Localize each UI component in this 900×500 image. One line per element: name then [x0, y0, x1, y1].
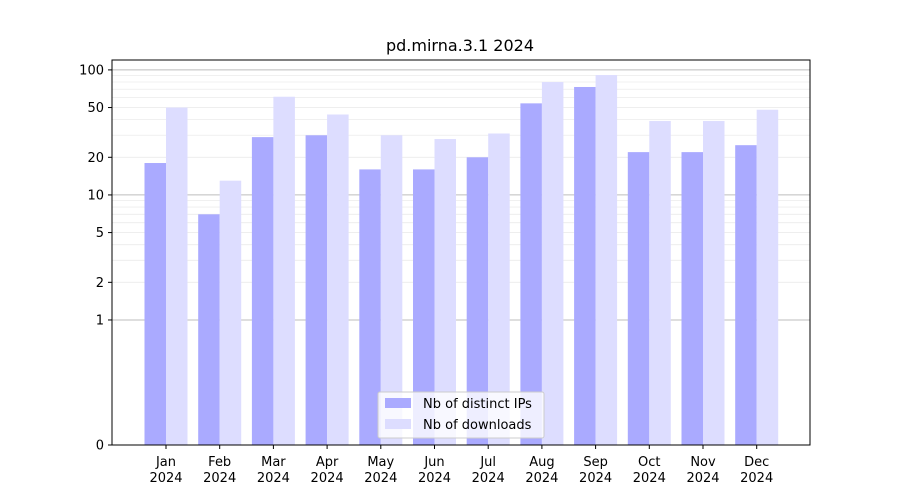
- x-tick-label-month: Feb: [208, 455, 231, 470]
- x-tick-label-year: 2024: [311, 471, 344, 486]
- legend-swatch-downloads: [385, 419, 411, 429]
- y-tick-label: 10: [87, 188, 104, 203]
- bar-downloads: [434, 139, 456, 445]
- x-tick-label-year: 2024: [579, 471, 612, 486]
- bar-ips: [413, 169, 435, 445]
- x-tick-label-month: Aug: [529, 455, 554, 470]
- y-tick-label: 5: [96, 226, 104, 241]
- bar-downloads: [756, 109, 779, 445]
- x-tick-label-year: 2024: [203, 471, 236, 486]
- x-tick-label-year: 2024: [364, 471, 397, 486]
- bar-downloads: [273, 96, 295, 445]
- x-tick-label-year: 2024: [633, 471, 666, 486]
- x-tick-label-month: Jun: [423, 455, 444, 470]
- x-tick-label-year: 2024: [418, 471, 451, 486]
- bar-ips: [466, 157, 489, 445]
- legend-label-downloads: Nb of downloads: [423, 418, 532, 433]
- x-tick-label-month: Dec: [744, 455, 769, 470]
- x-tick-label-year: 2024: [686, 471, 719, 486]
- chart-title: pd.mirna.3.1 2024: [386, 36, 534, 55]
- bar-downloads: [166, 107, 188, 446]
- plot-frame: [111, 59, 811, 446]
- y-tick-label: 20: [87, 151, 104, 166]
- bar-ips: [520, 103, 542, 446]
- bar-ips: [251, 137, 274, 445]
- y-tick-label: 0: [96, 439, 104, 454]
- bar-ips: [574, 86, 596, 445]
- bars-layer: [144, 75, 779, 446]
- bar-downloads: [327, 114, 349, 445]
- x-tick-label-month: Jul: [479, 455, 496, 470]
- y-tick-label: 2: [96, 276, 104, 291]
- bar-downloads: [541, 82, 564, 445]
- x-tick-label-year: 2024: [257, 471, 290, 486]
- legend: Nb of distinct IPs Nb of downloads: [377, 391, 545, 439]
- bar-ips: [305, 135, 328, 445]
- bar-downloads: [380, 135, 403, 445]
- bar-downloads: [649, 121, 671, 446]
- x-tick-label-year: 2024: [525, 471, 558, 486]
- legend-swatch-ips: [385, 398, 411, 408]
- bar-ips: [359, 169, 381, 445]
- x-tick-label-year: 2024: [472, 471, 505, 486]
- y-tick-label: 100: [79, 63, 104, 78]
- x-axis: Jan2024Feb2024Mar2024Apr2024May2024Jun20…: [149, 445, 773, 486]
- x-tick-label-month: Mar: [261, 455, 286, 470]
- x-tick-label-year: 2024: [149, 471, 182, 486]
- bar-ips: [144, 163, 166, 445]
- bar-ips: [681, 152, 703, 445]
- legend-box: [377, 391, 545, 439]
- bar-ips: [198, 214, 220, 445]
- x-tick-label-month: Nov: [690, 455, 716, 470]
- y-axis: 0 1 2 5 10 20 50 100: [79, 63, 112, 454]
- legend-label-ips: Nb of distinct IPs: [423, 397, 532, 412]
- bar-downloads: [703, 121, 725, 446]
- x-tick-label-month: Apr: [316, 455, 339, 470]
- bar-ips: [735, 145, 757, 445]
- x-tick-label-year: 2024: [740, 471, 773, 486]
- x-tick-label-month: Sep: [583, 455, 608, 470]
- x-tick-label-month: Oct: [638, 455, 660, 470]
- y-tick-label: 1: [96, 313, 104, 328]
- bar-downloads: [488, 133, 510, 445]
- bar-ips: [627, 152, 650, 445]
- bar-downloads: [595, 75, 618, 445]
- x-tick-label-month: Jan: [155, 455, 176, 470]
- bar-downloads: [219, 180, 242, 445]
- x-tick-label-month: May: [367, 455, 394, 470]
- y-tick-label: 50: [87, 101, 104, 116]
